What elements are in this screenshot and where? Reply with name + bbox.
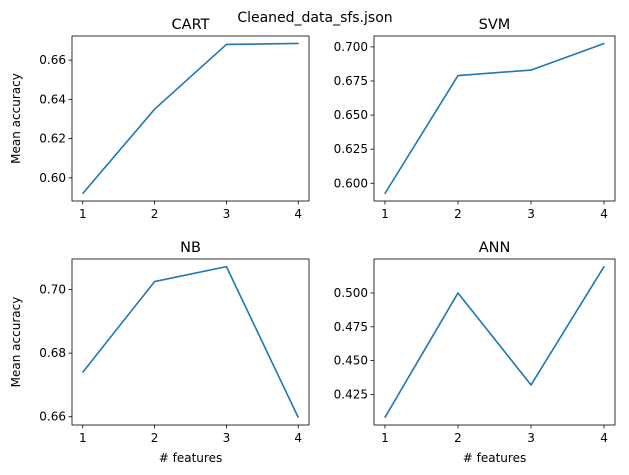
- subplot-title: CART: [172, 17, 210, 33]
- x-tick-label: 4: [600, 207, 608, 221]
- data-point: [457, 74, 459, 77]
- y-tick-label: 0.650: [334, 108, 368, 122]
- x-tick-label: 4: [294, 207, 302, 221]
- subplot-ann: 1 2 3 4 0.425 0.450 0.475 0.500 ANN # features: [334, 240, 616, 465]
- subplot-cart: 1 2 3 4 0.60 0.62 0.64 0.66 CART Mean accuracy: [9, 17, 310, 221]
- x-tick-label: 1: [79, 207, 87, 221]
- x-tick-label: 1: [381, 207, 389, 221]
- data-point: [225, 43, 228, 46]
- series-line: [82, 42, 299, 195]
- y-tick-label: 0.66: [39, 53, 66, 67]
- data-point: [153, 280, 156, 283]
- axes-frame: [373, 258, 616, 426]
- series-line: [384, 42, 605, 194]
- y-tick-label: 0.66: [39, 410, 66, 424]
- x-axis-label: # features: [159, 451, 222, 465]
- data-point: [457, 292, 459, 294]
- data-point: [384, 416, 386, 419]
- y-tick-label: 0.64: [39, 92, 66, 106]
- x-tick-label: 1: [381, 431, 389, 445]
- axes-frame: [71, 35, 310, 202]
- y-tick-label: 0.700: [334, 40, 368, 54]
- y-tick-label: 0.450: [334, 354, 368, 368]
- data-point: [153, 108, 156, 110]
- data-point: [603, 42, 605, 45]
- data-point: [603, 265, 605, 268]
- y-axis-label: Mean accuracy: [9, 73, 23, 164]
- x-tick-label: 2: [454, 207, 462, 221]
- subplot-title: NB: [180, 240, 201, 256]
- axes-frame: [71, 258, 310, 426]
- x-tick-label: 2: [454, 431, 462, 445]
- data-point: [530, 384, 532, 386]
- data-point: [82, 371, 84, 373]
- data-point: [225, 266, 228, 268]
- x-tick-label: 3: [223, 431, 231, 445]
- x-tick-label: 4: [600, 431, 608, 445]
- data-point: [297, 416, 299, 418]
- y-tick-label: 0.600: [334, 176, 368, 190]
- data-point: [530, 69, 532, 71]
- y-tick-label: 0.475: [334, 320, 368, 334]
- x-tick-label: 3: [527, 431, 535, 445]
- x-tick-label: 3: [527, 207, 535, 221]
- y-axis-label: Mean accuracy: [9, 297, 23, 388]
- y-tick-label: 0.425: [334, 387, 368, 401]
- x-axis-label: # features: [463, 451, 526, 465]
- data-point: [297, 42, 299, 45]
- data-point: [82, 192, 84, 195]
- subplot-title: ANN: [479, 240, 511, 256]
- data-point: [384, 192, 386, 195]
- series-line: [82, 265, 299, 418]
- subplot-svm: 1 2 3 4 0.600 0.625 0.650 0.675 0.700 SVM: [334, 17, 616, 221]
- subplot-nb: 1 2 3 4 0.66 0.68 0.70 NB # features Mean accurac…: [9, 240, 310, 465]
- y-tick-label: 0.68: [39, 346, 66, 360]
- x-tick-label: 2: [151, 207, 159, 221]
- y-tick-label: 0.62: [39, 132, 66, 146]
- subplot-title: SVM: [479, 17, 511, 33]
- x-tick-label: 2: [151, 431, 159, 445]
- x-tick-label: 1: [79, 431, 87, 445]
- y-tick-label: 0.70: [39, 283, 66, 297]
- axes-frame: [373, 35, 616, 202]
- x-tick-label: 4: [294, 431, 302, 445]
- y-tick-label: 0.500: [334, 286, 368, 300]
- y-tick-label: 0.625: [334, 142, 368, 156]
- series-line: [384, 266, 605, 418]
- y-tick-label: 0.60: [39, 171, 66, 185]
- x-tick-label: 3: [223, 207, 231, 221]
- figure-suptitle: Cleaned_data_sfs.json: [237, 10, 392, 26]
- y-tick-label: 0.675: [334, 74, 368, 88]
